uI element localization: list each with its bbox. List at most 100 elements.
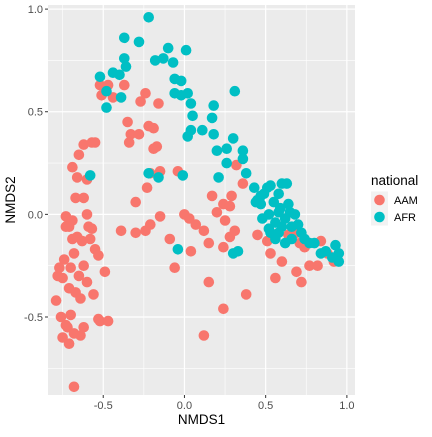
- data-point-aam: [78, 139, 89, 150]
- data-point-aam: [125, 129, 137, 140]
- data-point-afr: [292, 219, 304, 230]
- data-point-afr: [143, 11, 154, 23]
- data-point-aam: [270, 272, 281, 284]
- data-point-afr: [213, 172, 224, 183]
- data-point-afr: [229, 85, 241, 97]
- x-tick-label: 0.0: [177, 400, 192, 412]
- data-point-aam: [304, 260, 315, 272]
- data-point-afr: [162, 42, 174, 54]
- data-point-afr: [265, 180, 276, 191]
- data-point-aam: [252, 229, 263, 241]
- data-point-afr: [250, 196, 262, 208]
- data-point-afr: [149, 55, 161, 66]
- legend-item-afr: AFR: [371, 208, 416, 226]
- y-tick-label: 0.5: [28, 107, 43, 119]
- data-point-afr: [249, 182, 260, 193]
- data-point-afr: [115, 92, 127, 103]
- data-point-aam: [148, 143, 159, 154]
- series-afr: [84, 11, 345, 267]
- data-point-afr: [309, 237, 320, 249]
- data-point-aam: [68, 381, 80, 393]
- data-point-aam: [60, 319, 72, 331]
- data-point-aam: [75, 330, 86, 341]
- series-aam: [50, 79, 340, 393]
- axis-ticks: [45, 8, 348, 398]
- data-point-aam: [218, 241, 229, 253]
- data-point-afr: [143, 168, 154, 179]
- y-tick-label: 1.0: [28, 4, 43, 16]
- data-point-afr: [187, 110, 198, 122]
- data-point-afr: [175, 75, 187, 87]
- data-point-afr: [286, 233, 298, 245]
- major-grid: [48, 5, 355, 395]
- data-point-aam: [78, 322, 89, 333]
- data-point-aam: [237, 178, 249, 189]
- data-point-aam: [148, 122, 159, 134]
- y-tick-label: -0.5: [24, 312, 43, 324]
- data-point-afr: [257, 213, 268, 224]
- data-point-aam: [154, 211, 166, 222]
- data-point-afr: [94, 71, 106, 83]
- data-point-aam: [54, 262, 65, 274]
- data-point-aam: [276, 256, 288, 267]
- x-axis-title: NMDS1: [178, 412, 225, 427]
- data-point-aam: [99, 266, 111, 278]
- data-point-afr: [275, 202, 286, 214]
- x-tick-label: -0.5: [94, 400, 113, 412]
- data-point-afr: [180, 44, 192, 56]
- data-point-aam: [67, 215, 78, 226]
- data-point-afr: [289, 209, 301, 220]
- data-point-afr: [208, 129, 219, 140]
- legend-key-marker: [374, 194, 385, 206]
- data-point-aam: [123, 137, 135, 148]
- data-point-aam: [153, 98, 164, 109]
- data-point-afr: [211, 145, 223, 156]
- data-point-aam: [78, 260, 89, 272]
- data-point-afr: [177, 170, 189, 181]
- data-point-afr: [167, 57, 179, 68]
- data-point-aam: [68, 248, 80, 259]
- data-point-afr: [221, 143, 232, 154]
- data-point-aam: [55, 311, 67, 323]
- data-point-afr: [197, 124, 208, 136]
- data-point-afr: [237, 153, 249, 165]
- data-point-aam: [93, 250, 104, 261]
- data-point-afr: [120, 61, 132, 72]
- data-point-aam: [240, 289, 252, 300]
- data-point-aam: [119, 79, 130, 91]
- axis-tick-labels: -0.5 0.0 0.5 1.0 -0.5 0.0 0.5 1.0: [24, 4, 354, 412]
- data-point-afr: [208, 100, 219, 111]
- data-point-aam: [130, 227, 141, 239]
- data-point-afr: [273, 188, 285, 200]
- data-point-aam: [89, 137, 101, 148]
- data-point-afr: [270, 233, 281, 245]
- data-point-aam: [65, 309, 76, 321]
- data-point-aam: [185, 246, 197, 257]
- data-point-afr: [158, 53, 169, 64]
- legend-items: AAM AFR: [371, 191, 418, 226]
- data-point-aam: [71, 172, 83, 183]
- data-point-aam: [206, 190, 218, 202]
- data-point-aam: [219, 215, 231, 226]
- data-point-aam: [93, 313, 104, 325]
- data-point-aam: [73, 270, 85, 282]
- data-point-aam: [135, 96, 146, 107]
- data-point-aam: [203, 237, 215, 249]
- data-point-aam: [57, 272, 68, 284]
- data-point-aam: [198, 225, 210, 237]
- data-point-aam: [122, 116, 133, 128]
- data-point-aam: [133, 129, 145, 140]
- data-point-aam: [78, 192, 89, 204]
- data-point-afr: [237, 145, 249, 156]
- data-point-aam: [75, 293, 86, 304]
- data-point-aam: [198, 330, 210, 341]
- data-point-aam: [145, 219, 156, 230]
- data-point-afr: [182, 88, 193, 99]
- data-point-afr: [240, 168, 252, 179]
- data-point-aam: [76, 235, 88, 247]
- data-point-aam: [65, 262, 76, 274]
- data-point-aam: [141, 182, 153, 193]
- data-point-aam: [70, 192, 81, 204]
- data-point-afr: [101, 85, 112, 97]
- data-point-aam: [81, 276, 93, 288]
